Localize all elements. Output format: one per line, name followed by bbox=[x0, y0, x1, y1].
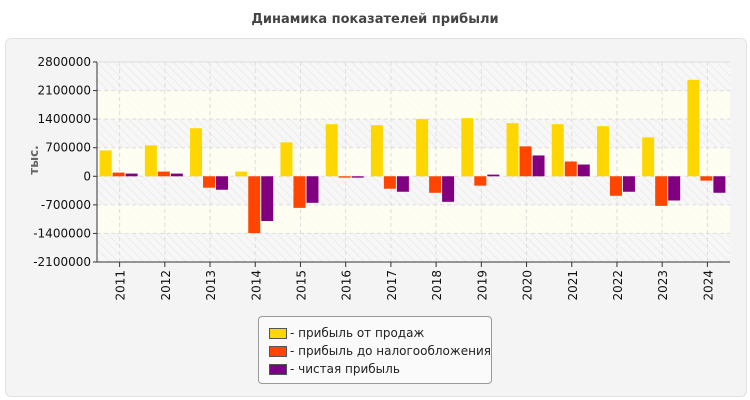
bar bbox=[248, 176, 261, 234]
bar bbox=[429, 176, 442, 193]
x-tick-label: 2021 bbox=[566, 270, 580, 301]
bar bbox=[474, 176, 487, 186]
legend-label: - прибыль до налогообложения bbox=[290, 344, 491, 358]
y-tick-label: 2100000 bbox=[38, 84, 91, 98]
bar bbox=[112, 172, 125, 177]
bar bbox=[370, 125, 383, 177]
y-tick-label: 700000 bbox=[45, 141, 91, 155]
x-tick-label: 2011 bbox=[114, 270, 128, 301]
x-tick-label: 2017 bbox=[385, 270, 399, 301]
bar bbox=[99, 150, 112, 177]
bar bbox=[261, 176, 274, 221]
bar bbox=[577, 164, 590, 177]
bar bbox=[216, 176, 229, 190]
x-tick-label: 2024 bbox=[701, 270, 715, 301]
bar bbox=[338, 176, 351, 178]
bar bbox=[642, 137, 655, 177]
bar bbox=[519, 146, 532, 177]
y-axis-label: тыс. bbox=[27, 145, 41, 174]
x-tick-label: 2018 bbox=[430, 270, 444, 301]
bar bbox=[609, 176, 622, 196]
x-tick-label: 2014 bbox=[249, 270, 263, 301]
bar bbox=[687, 79, 700, 177]
x-tick-label: 2019 bbox=[475, 270, 489, 301]
legend-swatch bbox=[269, 327, 287, 339]
bar bbox=[383, 176, 396, 189]
bar bbox=[668, 176, 681, 201]
x-tick-label: 2015 bbox=[294, 270, 308, 301]
bar bbox=[551, 124, 564, 177]
x-tick-label: 2020 bbox=[521, 270, 535, 301]
plot-band bbox=[97, 204, 730, 234]
bar bbox=[487, 174, 500, 177]
bar bbox=[532, 155, 545, 177]
legend-label: - прибыль от продаж bbox=[290, 326, 425, 340]
bar bbox=[293, 176, 306, 208]
bar bbox=[700, 176, 713, 181]
bar bbox=[351, 176, 364, 178]
bar bbox=[442, 176, 455, 202]
bar bbox=[190, 128, 203, 177]
chart-title: Динамика показателей прибыли bbox=[251, 12, 499, 27]
bar bbox=[713, 176, 726, 193]
x-tick-label: 2016 bbox=[340, 270, 354, 301]
y-tick-label: -1400000 bbox=[33, 226, 91, 240]
x-tick-label: 2013 bbox=[204, 270, 218, 301]
bar bbox=[203, 176, 216, 188]
legend-swatch bbox=[269, 363, 287, 375]
bar bbox=[125, 173, 138, 177]
y-tick-label: 2800000 bbox=[38, 55, 91, 69]
x-tick-label: 2023 bbox=[656, 270, 670, 301]
legend-item: - прибыль от продаж bbox=[269, 326, 424, 340]
bar bbox=[655, 176, 668, 206]
y-tick-label: -700000 bbox=[41, 198, 91, 212]
bar bbox=[622, 176, 635, 192]
bar bbox=[461, 118, 474, 177]
bar bbox=[170, 173, 183, 177]
bar bbox=[506, 123, 519, 177]
plot-band bbox=[97, 147, 730, 177]
y-tick-label: -2100000 bbox=[33, 255, 91, 269]
legend-swatch bbox=[269, 345, 287, 357]
legend: - прибыль от продаж - прибыль до налогооб… bbox=[258, 316, 492, 384]
x-tick-label: 2022 bbox=[611, 270, 625, 301]
bar bbox=[306, 176, 319, 203]
y-tick-label: 1400000 bbox=[38, 112, 91, 126]
bar bbox=[280, 142, 293, 177]
bar bbox=[416, 119, 429, 177]
legend-item: - прибыль до налогообложения bbox=[269, 344, 491, 358]
bar bbox=[235, 171, 248, 177]
legend-item: - чистая прибыль bbox=[269, 362, 400, 376]
bar bbox=[564, 161, 577, 177]
bar bbox=[144, 145, 157, 177]
x-tick-label: 2012 bbox=[159, 270, 173, 301]
legend-label: - чистая прибыль bbox=[290, 362, 400, 376]
y-tick-label: 0 bbox=[83, 169, 91, 183]
bar bbox=[157, 171, 170, 177]
bar bbox=[396, 176, 409, 192]
bar bbox=[596, 126, 609, 177]
plot-band bbox=[97, 90, 730, 120]
bar bbox=[325, 124, 338, 177]
